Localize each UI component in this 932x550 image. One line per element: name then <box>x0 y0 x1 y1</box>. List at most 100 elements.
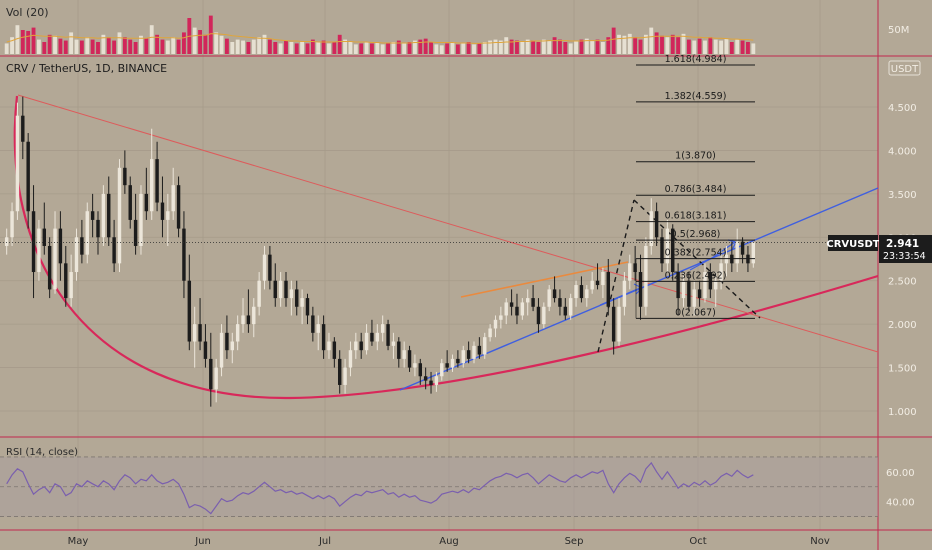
candle[interactable] <box>123 150 127 194</box>
candle[interactable] <box>364 324 369 355</box>
candle[interactable] <box>595 263 600 290</box>
candle[interactable] <box>536 298 541 333</box>
candle[interactable] <box>257 272 261 316</box>
candle[interactable] <box>58 211 63 281</box>
candle[interactable] <box>499 306 503 329</box>
candle[interactable] <box>552 276 557 303</box>
candle[interactable] <box>144 167 149 220</box>
candle[interactable] <box>278 272 283 307</box>
fib-level[interactable]: 0.382(2.754) <box>636 248 755 260</box>
candle[interactable] <box>413 354 417 377</box>
candle[interactable] <box>380 315 385 342</box>
candle[interactable] <box>42 202 47 255</box>
candle[interactable] <box>515 293 519 325</box>
candle[interactable] <box>407 345 412 372</box>
candle[interactable] <box>719 250 723 290</box>
candle[interactable] <box>192 306 197 368</box>
symbol-line[interactable]: CRV / TetherUS, 1D, BINANCE <box>6 62 167 75</box>
candle[interactable] <box>531 285 535 312</box>
candle[interactable] <box>703 263 707 303</box>
candle[interactable] <box>209 332 213 407</box>
candle[interactable] <box>660 228 664 273</box>
candle[interactable] <box>525 289 530 316</box>
fib-level[interactable]: 0(2.067) <box>636 307 755 319</box>
candle[interactable] <box>713 272 718 307</box>
candle[interactable] <box>370 319 374 346</box>
candle[interactable] <box>665 219 670 273</box>
candle[interactable] <box>284 272 288 307</box>
candle[interactable] <box>15 102 20 220</box>
candle[interactable] <box>149 128 154 220</box>
projection-arrow-2[interactable] <box>689 241 736 271</box>
candle[interactable] <box>219 324 224 377</box>
candle[interactable] <box>74 228 79 281</box>
candle[interactable] <box>590 272 594 294</box>
candle[interactable] <box>461 345 465 368</box>
candle[interactable] <box>375 324 380 351</box>
candle[interactable] <box>622 272 627 316</box>
candle[interactable] <box>628 254 632 290</box>
candle[interactable] <box>289 280 294 316</box>
candle[interactable] <box>429 371 433 394</box>
candle[interactable] <box>176 176 181 238</box>
candle[interactable] <box>391 332 396 359</box>
candle[interactable] <box>638 254 643 320</box>
candle[interactable] <box>450 354 455 372</box>
candle[interactable] <box>316 315 320 351</box>
candle[interactable] <box>558 289 562 316</box>
candle[interactable] <box>321 315 326 359</box>
candle[interactable] <box>262 245 267 290</box>
candle[interactable] <box>617 298 621 346</box>
candle[interactable] <box>139 185 143 255</box>
candle[interactable] <box>504 298 508 325</box>
volume-pane[interactable] <box>4 15 756 55</box>
candle[interactable] <box>708 263 713 299</box>
time-axis[interactable]: May Jun Jul Aug Sep Oct Nov <box>68 536 830 547</box>
candle[interactable] <box>483 332 487 359</box>
candle[interactable] <box>563 298 568 320</box>
candle[interactable] <box>80 219 84 264</box>
candle[interactable] <box>472 341 476 364</box>
vol-indicator-label[interactable]: Vol (20) <box>6 6 49 19</box>
candle[interactable] <box>751 241 756 268</box>
candle[interactable] <box>601 267 605 299</box>
candle[interactable] <box>574 280 578 307</box>
candle[interactable] <box>520 298 525 320</box>
candle[interactable] <box>585 285 589 307</box>
candle[interactable] <box>21 96 25 160</box>
candle[interactable] <box>160 176 165 238</box>
candle[interactable] <box>386 319 390 351</box>
resistance-line-orange[interactable] <box>460 261 629 298</box>
candle[interactable] <box>112 219 116 273</box>
candle[interactable] <box>654 202 659 246</box>
candle[interactable] <box>133 193 138 255</box>
candle[interactable] <box>488 324 492 342</box>
candle[interactable] <box>90 193 95 238</box>
candle[interactable] <box>542 302 546 329</box>
fib-level[interactable]: 0.236(2.492) <box>636 270 755 282</box>
candles[interactable] <box>4 96 756 407</box>
candle[interactable] <box>606 259 611 316</box>
candle[interactable] <box>31 185 36 299</box>
candle[interactable] <box>295 280 299 316</box>
candle[interactable] <box>128 176 132 229</box>
candle[interactable] <box>466 341 471 364</box>
candle[interactable] <box>568 293 573 320</box>
candle[interactable] <box>4 228 9 255</box>
candle[interactable] <box>107 176 111 246</box>
candle[interactable] <box>611 298 616 355</box>
candle[interactable] <box>187 254 192 351</box>
fib-level[interactable]: 1.382(4.559) <box>636 91 755 103</box>
candle[interactable] <box>117 159 122 273</box>
downtrend-line[interactable] <box>17 94 879 353</box>
candle[interactable] <box>354 332 358 359</box>
candle[interactable] <box>397 337 401 368</box>
candle[interactable] <box>235 315 240 351</box>
candle[interactable] <box>434 371 439 392</box>
candle[interactable] <box>337 350 342 394</box>
candle[interactable] <box>579 276 584 303</box>
rsi-indicator-label[interactable]: RSI (14, close) <box>6 447 78 458</box>
candle[interactable] <box>311 306 315 342</box>
currency-badge[interactable]: USDT <box>888 60 921 76</box>
